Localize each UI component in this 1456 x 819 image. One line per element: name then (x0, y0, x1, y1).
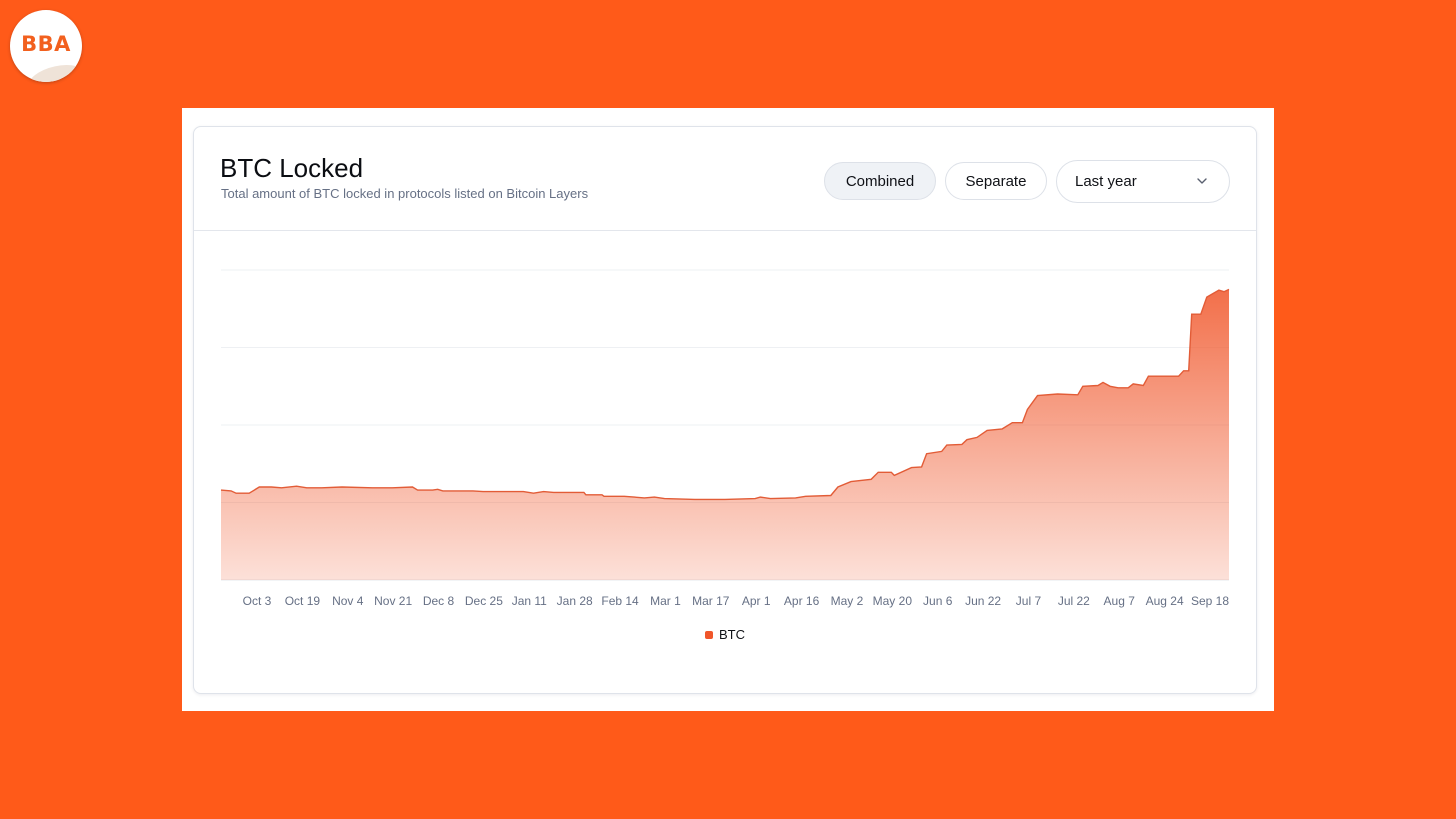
x-tick-label: Jan 11 (512, 594, 547, 608)
legend-label-btc: BTC (719, 627, 745, 642)
logo-text: BBA (21, 32, 71, 56)
x-tick-label: Mar 1 (650, 594, 681, 608)
btc-area-fill (221, 289, 1229, 580)
x-tick-label: May 20 (873, 594, 913, 608)
time-range-select[interactable]: Last year (1056, 160, 1230, 203)
time-range-value: Last year (1075, 173, 1137, 190)
legend-swatch-btc (705, 630, 713, 639)
chart-subtitle: Total amount of BTC locked in protocols … (221, 186, 589, 201)
x-tick-label: Nov 4 (332, 594, 364, 608)
x-tick-label: Oct 3 (243, 594, 272, 608)
x-tick-label: Jun 6 (923, 594, 953, 608)
chart-legend: BTC (194, 627, 1256, 642)
chart-card: BTC Locked Total amount of BTC locked in… (193, 126, 1257, 694)
card-header: BTC Locked Total amount of BTC locked in… (194, 127, 1256, 231)
x-tick-label: Mar 17 (692, 594, 730, 608)
x-tick-label: Aug 7 (1104, 594, 1136, 608)
x-axis-ticks: Oct 3 Oct 19 Nov 4 Nov 21 Dec 8 Dec 25 Jan 11 J… (243, 594, 1230, 608)
x-tick-label: Dec 25 (465, 594, 503, 608)
x-tick-label: Apr 1 (742, 594, 771, 608)
chevron-down-icon (1197, 178, 1207, 184)
x-tick-label: Nov 21 (374, 594, 412, 608)
logo-page-curl (25, 60, 82, 82)
x-tick-label: Jul 22 (1058, 594, 1090, 608)
x-tick-label: Apr 16 (784, 594, 820, 608)
combined-button[interactable]: Combined (824, 162, 936, 200)
btc-series-line (220, 288, 1230, 501)
btc-area-chart: Oct 3 Oct 19 Nov 4 Nov 21 Dec 8 Dec 25 Jan 11 J… (220, 269, 1230, 608)
chart-title: BTC Locked (220, 153, 364, 183)
x-tick-label: May 2 (831, 594, 864, 608)
x-tick-label: Jan 28 (557, 594, 593, 608)
screenshot-frame: BTC Locked Total amount of BTC locked in… (182, 108, 1274, 711)
separate-button[interactable]: Separate (945, 162, 1047, 200)
x-tick-label: Jul 7 (1016, 594, 1042, 608)
bba-logo: BBA (10, 10, 82, 82)
x-tick-label: Aug 24 (1146, 594, 1184, 608)
x-tick-label: Feb 14 (601, 594, 639, 608)
x-tick-label: Sep 18 (1191, 594, 1229, 608)
x-tick-label: Dec 8 (423, 594, 455, 608)
x-tick-label: Oct 19 (285, 594, 321, 608)
x-tick-label: Jun 22 (965, 594, 1001, 608)
